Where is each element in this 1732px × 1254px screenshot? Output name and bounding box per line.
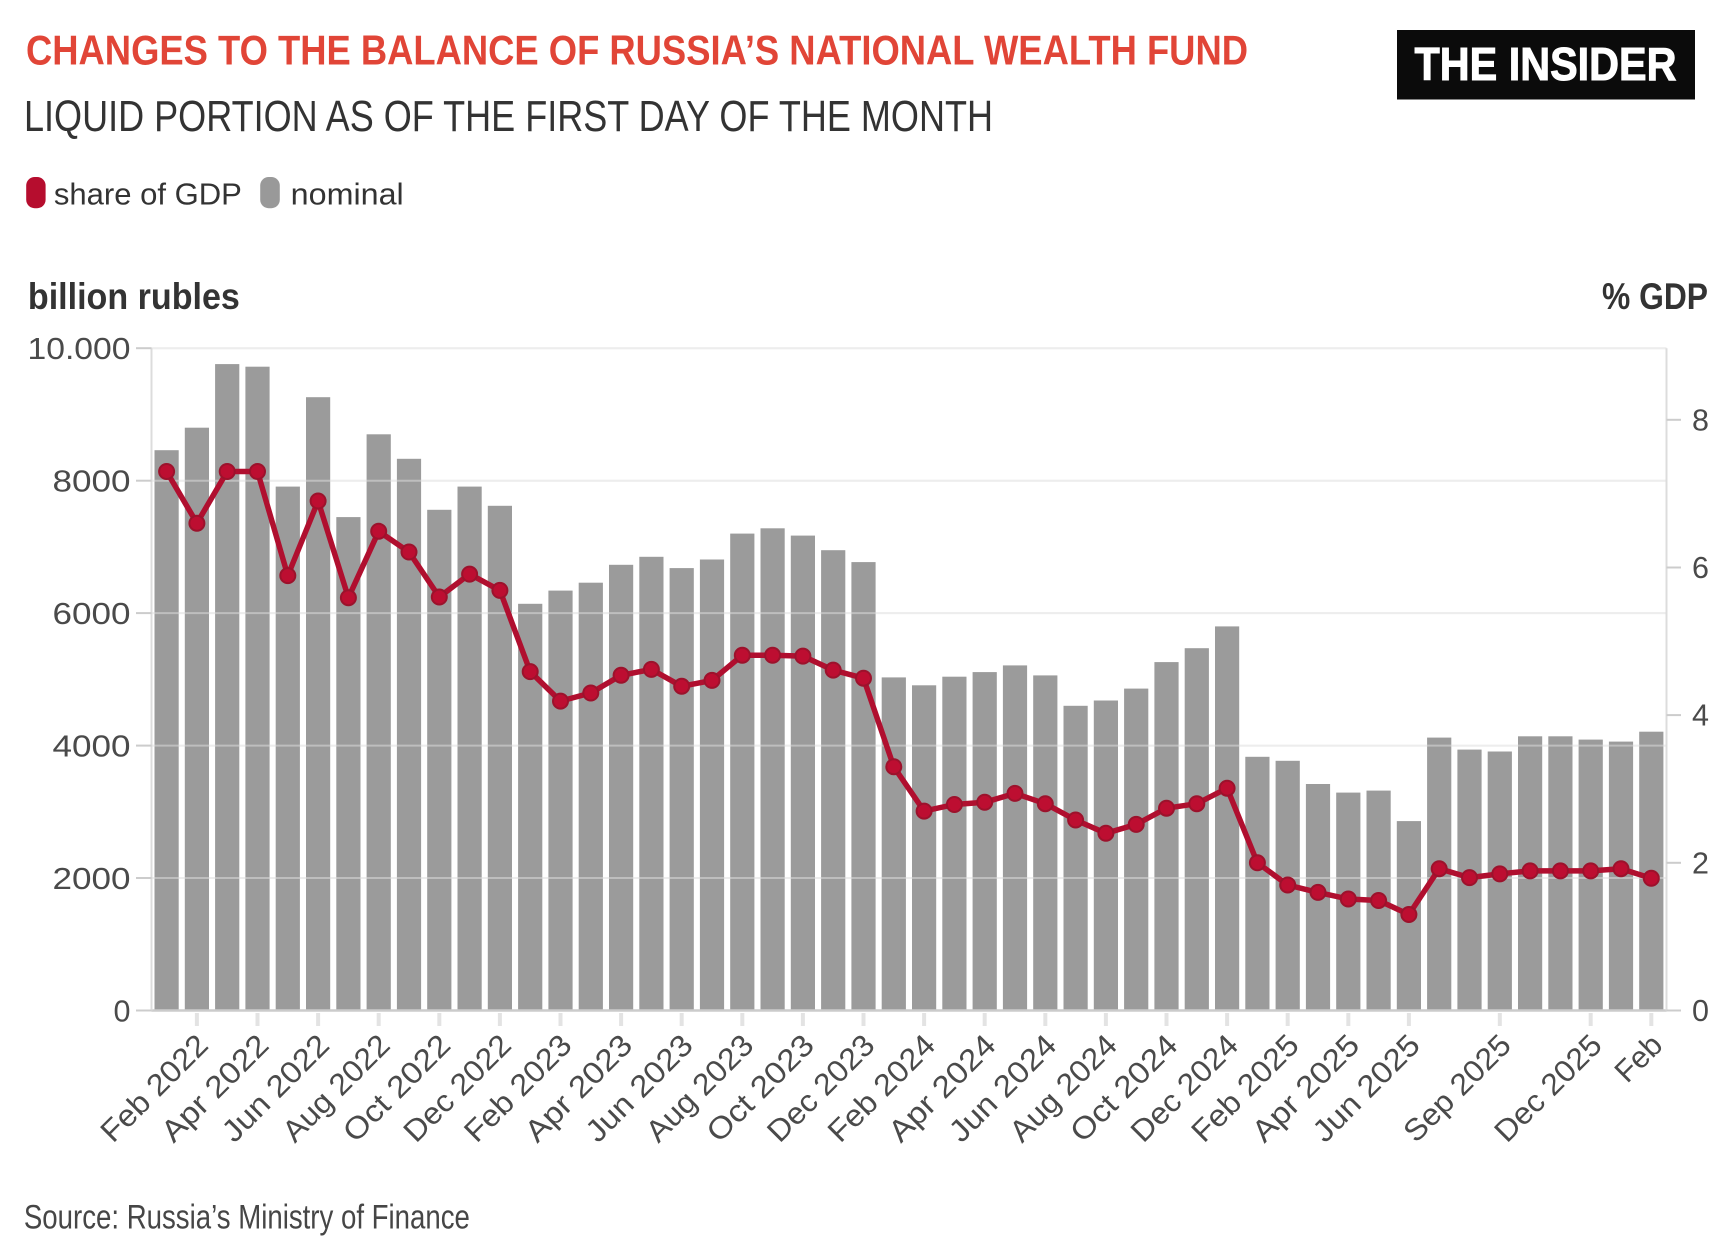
svg-text:8000: 8000 (53, 465, 131, 499)
svg-text:4000: 4000 (53, 730, 131, 764)
svg-text:0: 0 (114, 995, 131, 1029)
svg-text:0: 0 (1692, 994, 1709, 1028)
svg-text:8: 8 (1692, 403, 1709, 437)
svg-text:CHANGES TO THE BALANCE OF RUSS: CHANGES TO THE BALANCE OF RUSSIA’S NATIO… (26, 27, 1248, 74)
svg-text:2000: 2000 (53, 862, 131, 896)
svg-text:10.000: 10.000 (28, 332, 131, 366)
svg-text:LIQUID PORTION AS OF THE FIRST: LIQUID PORTION AS OF THE FIRST DAY OF TH… (24, 93, 993, 141)
svg-text:4: 4 (1692, 699, 1709, 733)
svg-text:% GDP: % GDP (1602, 276, 1708, 317)
svg-text:billion rubles: billion rubles (28, 276, 240, 317)
svg-text:2: 2 (1692, 846, 1709, 880)
svg-text:6000: 6000 (53, 597, 131, 631)
svg-text:6: 6 (1692, 551, 1709, 585)
svg-text:THE INSIDER: THE INSIDER (1415, 38, 1677, 90)
svg-text:nominal: nominal (291, 178, 404, 212)
svg-text:Source: Russia’s Ministry of F: Source: Russia’s Ministry of Finance (24, 1199, 470, 1237)
svg-text:share of GDP: share of GDP (54, 178, 242, 212)
